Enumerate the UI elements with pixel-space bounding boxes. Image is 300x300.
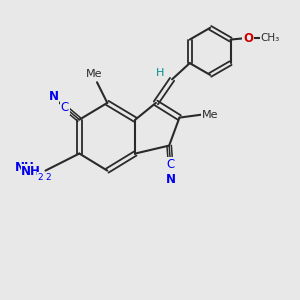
Text: CH₃: CH₃: [261, 33, 280, 43]
Text: 2: 2: [38, 172, 43, 182]
Text: NH: NH: [15, 161, 35, 174]
Text: C: C: [61, 101, 69, 114]
Text: N: N: [166, 173, 176, 186]
Text: O: O: [243, 32, 253, 45]
Text: Me: Me: [202, 110, 219, 120]
Text: N: N: [49, 90, 58, 103]
Text: C: C: [167, 158, 175, 171]
Text: Me: Me: [86, 69, 102, 79]
Text: 2: 2: [46, 173, 51, 182]
Text: H: H: [156, 68, 164, 78]
Text: NH: NH: [21, 165, 41, 178]
